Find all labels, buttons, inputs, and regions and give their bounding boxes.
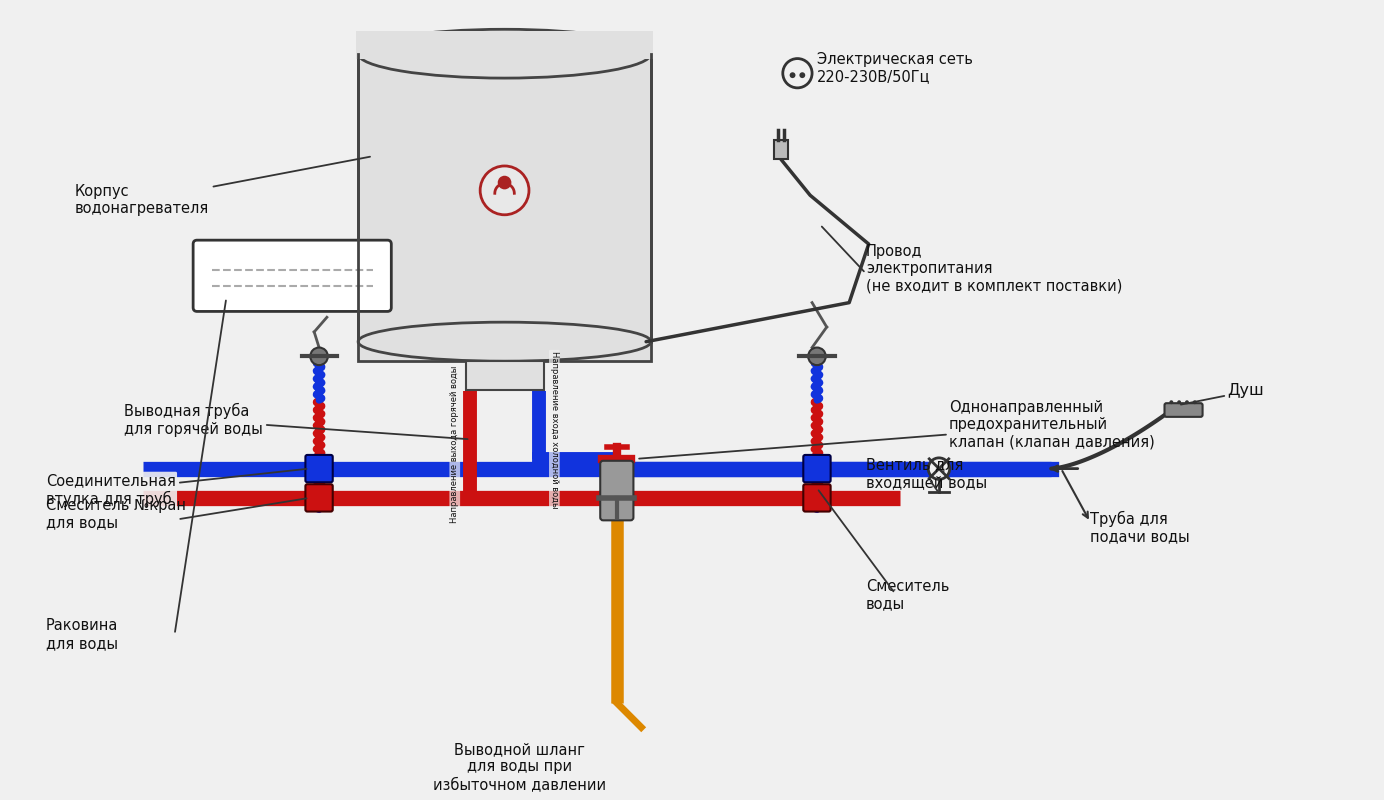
Text: Направление выхода горячей воды: Направление выхода горячей воды [450,366,459,523]
Circle shape [1178,400,1181,404]
Text: Труба для
подачи воды: Труба для подачи воды [1091,510,1190,544]
Text: Провод
электропитания
(не входит в комплект поставки): Провод электропитания (не входит в компл… [866,243,1122,294]
Polygon shape [774,140,787,159]
Circle shape [1169,400,1174,404]
Bar [356,31,653,58]
FancyBboxPatch shape [306,455,332,482]
Circle shape [929,458,949,479]
Circle shape [310,347,328,365]
Ellipse shape [358,322,650,362]
Text: Раковина
для воды: Раковина для воды [46,618,118,650]
Circle shape [790,72,796,78]
Bar [465,362,544,390]
FancyBboxPatch shape [601,461,634,520]
FancyBboxPatch shape [803,455,830,482]
Circle shape [498,176,512,190]
Text: Вентиль для
входящей воды: Вентиль для входящей воды [866,458,987,490]
Bar [358,54,650,362]
FancyBboxPatch shape [306,484,332,511]
Text: Смеситель
воды: Смеситель воды [866,579,949,612]
Circle shape [1193,400,1197,404]
FancyBboxPatch shape [1164,403,1203,417]
Circle shape [808,347,826,365]
Circle shape [800,72,805,78]
FancyBboxPatch shape [194,240,392,311]
Text: Направление входа холодной воды: Направление входа холодной воды [549,350,559,508]
Text: Смеситель №кран
для воды: Смеситель №кран для воды [46,498,185,530]
Text: Выводная труба
для горячей воды: Выводная труба для горячей воды [123,403,468,439]
Text: Электрическая сеть
220-230В/50Гц: Электрическая сеть 220-230В/50Гц [817,52,973,85]
Circle shape [480,166,529,214]
Ellipse shape [358,30,650,78]
Text: Выводной шланг
для воды при
избыточном давлении: Выводной шланг для воды при избыточном д… [433,742,606,792]
FancyBboxPatch shape [803,484,830,511]
Circle shape [1185,400,1189,404]
Text: Корпус
водонагревателя: Корпус водонагревателя [75,157,370,216]
Text: Соединительная
втулка для труб: Соединительная втулка для труб [46,469,306,507]
Text: Душ: Душ [1228,383,1264,398]
Text: Однонаправленный
предохранительный
клапан (клапан давления): Однонаправленный предохранительный клапа… [949,400,1154,450]
